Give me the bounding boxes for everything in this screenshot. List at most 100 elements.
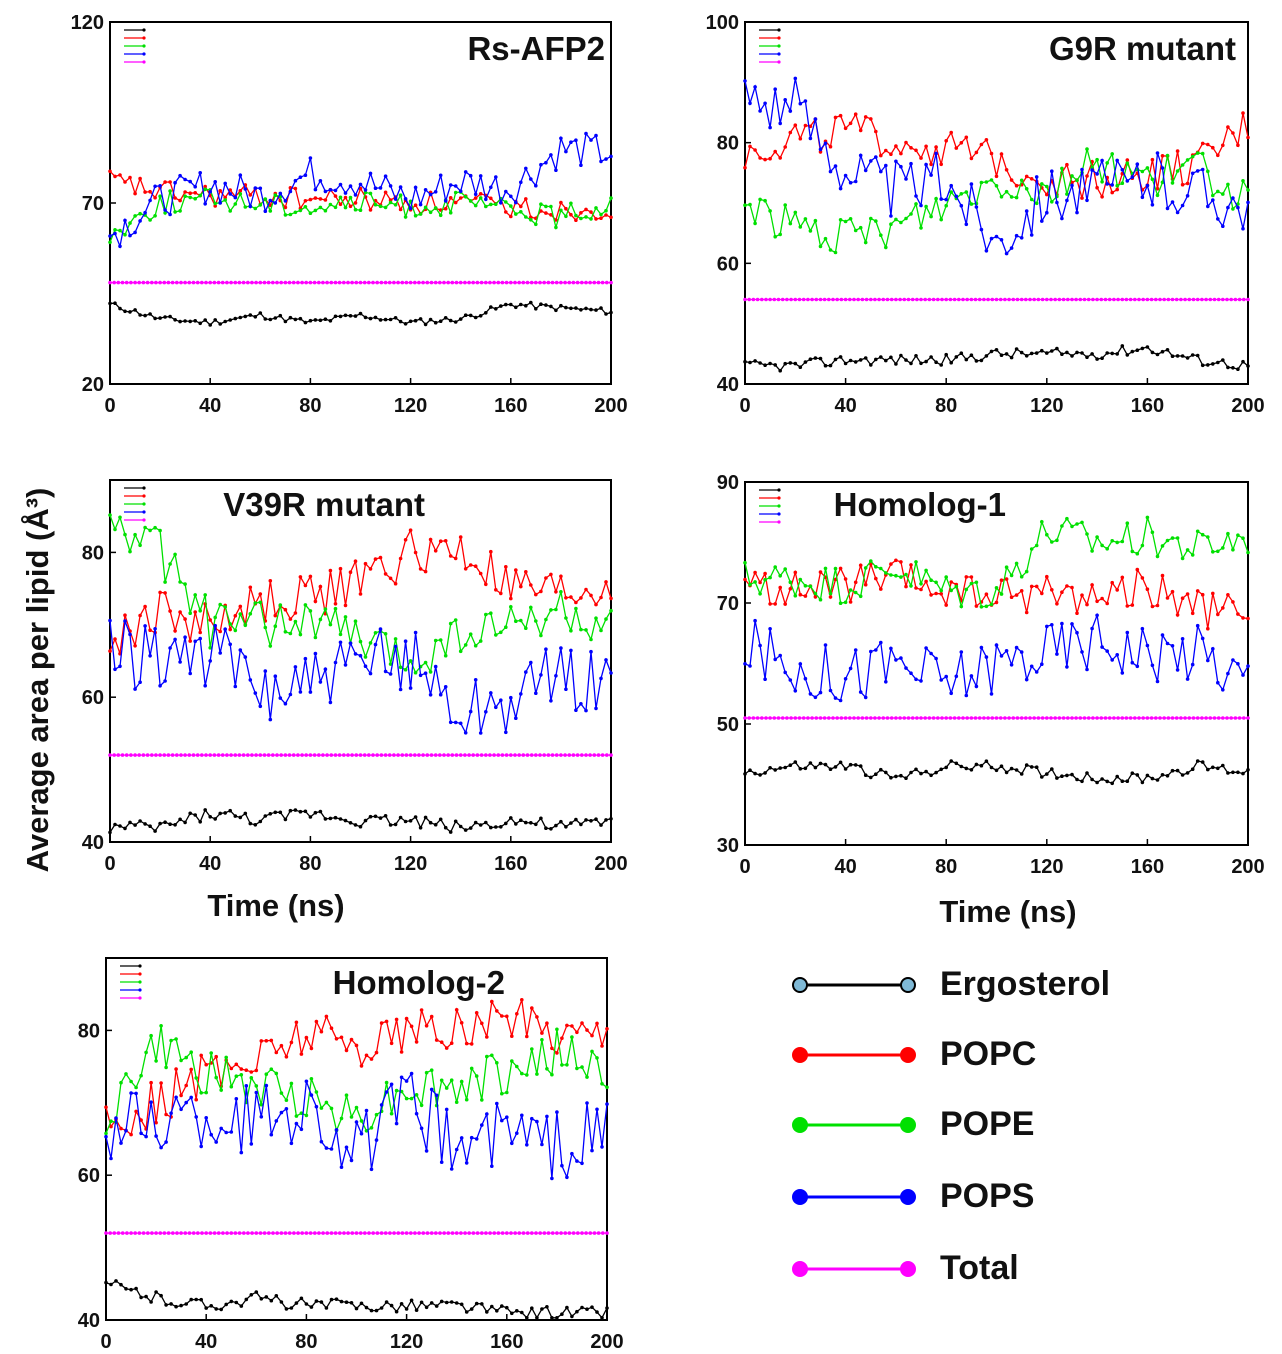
- data-point: [408, 319, 413, 324]
- data-point: [521, 1231, 526, 1235]
- x-tick-label: 80: [935, 856, 957, 878]
- legend-label-total: Total: [940, 1249, 1019, 1287]
- data-point: [559, 1231, 563, 1235]
- data-point: [828, 363, 833, 368]
- data-point: [494, 175, 498, 179]
- data-point: [367, 1231, 371, 1235]
- data-point: [423, 205, 428, 210]
- data-point: [208, 646, 212, 650]
- data-point: [173, 629, 177, 633]
- data-point: [904, 216, 908, 221]
- data-point: [843, 173, 848, 178]
- data-point: [1050, 200, 1054, 204]
- data-point: [208, 323, 212, 327]
- data-point: [113, 637, 117, 641]
- data-point: [1075, 350, 1079, 355]
- data-point: [1034, 201, 1039, 206]
- data-point: [279, 280, 284, 285]
- data-point: [869, 363, 873, 367]
- data-point: [1179, 297, 1183, 302]
- data-point: [324, 1146, 329, 1150]
- data-point: [294, 1020, 299, 1025]
- data-point: [1120, 671, 1125, 675]
- data-point: [364, 1129, 369, 1133]
- data-point: [535, 1015, 539, 1019]
- data-point: [413, 753, 417, 757]
- data-point: [949, 130, 953, 135]
- data-point: [1100, 356, 1104, 361]
- data-point: [1242, 297, 1246, 302]
- data-point: [203, 683, 207, 688]
- data-point: [1120, 344, 1125, 348]
- data-point: [1061, 297, 1066, 302]
- data-point: [1190, 553, 1195, 557]
- x-axis-label: Time (ns): [939, 894, 1076, 929]
- data-point: [889, 214, 893, 218]
- data-point: [954, 355, 959, 359]
- data-point: [599, 628, 603, 633]
- data-point: [879, 233, 883, 237]
- data-point: [1154, 716, 1158, 720]
- data-point: [539, 816, 543, 821]
- data-point: [813, 591, 818, 596]
- data-point: [919, 679, 923, 683]
- data-point: [574, 213, 578, 218]
- data-point: [1130, 603, 1135, 607]
- data-point: [1110, 183, 1114, 187]
- data-point: [949, 360, 953, 365]
- data-point: [242, 1231, 246, 1235]
- data-point: [1200, 297, 1204, 302]
- data-point: [1090, 777, 1094, 782]
- data-point: [253, 601, 258, 605]
- x-tick-label: 120: [1030, 395, 1063, 417]
- data-point: [1028, 297, 1032, 302]
- data-point: [1095, 357, 1099, 361]
- data-point: [1135, 567, 1140, 572]
- data-point: [554, 753, 559, 757]
- data-point: [1034, 765, 1039, 769]
- data-point: [1075, 611, 1079, 615]
- data-point: [579, 627, 583, 632]
- data-point: [596, 280, 601, 285]
- data-point: [263, 209, 268, 213]
- data-point: [338, 195, 343, 200]
- data-point: [1145, 297, 1150, 302]
- data-point: [569, 595, 573, 599]
- data-point: [535, 1315, 539, 1320]
- data-point: [1009, 246, 1014, 250]
- data-point: [113, 527, 117, 532]
- data-point: [838, 566, 843, 571]
- data-point: [748, 768, 752, 772]
- series-points-pops: [108, 618, 613, 735]
- data-point: [1206, 169, 1210, 174]
- data-point: [778, 574, 782, 578]
- data-point: [919, 361, 923, 366]
- data-point: [250, 753, 254, 757]
- x-tick-label: 40: [199, 395, 221, 417]
- data-point: [1225, 716, 1229, 720]
- data-point: [129, 1231, 133, 1235]
- data-point: [1009, 766, 1014, 771]
- data-point: [218, 201, 222, 205]
- data-point: [273, 316, 278, 320]
- data-point: [234, 1062, 239, 1067]
- data-point: [778, 766, 782, 770]
- data-point: [1187, 716, 1192, 720]
- data-point: [589, 593, 593, 598]
- data-point: [1014, 645, 1019, 650]
- data-point: [314, 1299, 319, 1303]
- data-point: [575, 1030, 579, 1035]
- data-point: [939, 217, 943, 222]
- data-point: [810, 716, 814, 720]
- data-point: [204, 1231, 208, 1235]
- data-point: [569, 306, 573, 311]
- data-point: [112, 753, 116, 757]
- data-point: [1060, 352, 1064, 357]
- data-point: [463, 731, 468, 735]
- data-point: [1105, 351, 1109, 355]
- data-point: [1075, 522, 1079, 526]
- data-point: [123, 232, 127, 237]
- data-point: [453, 200, 458, 205]
- data-point: [394, 1017, 399, 1022]
- data-point: [134, 1085, 138, 1090]
